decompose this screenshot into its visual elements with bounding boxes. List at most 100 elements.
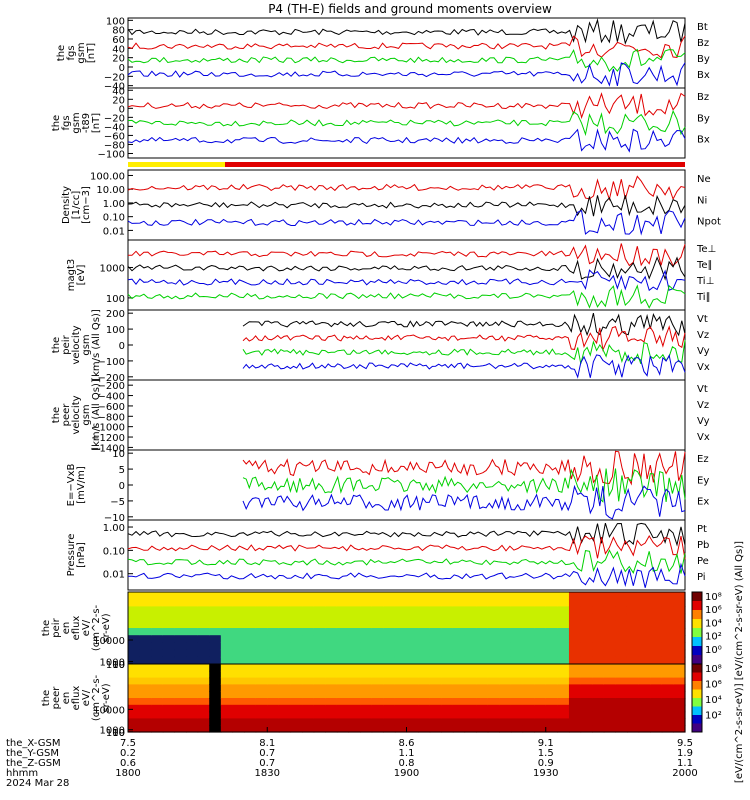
legend-peir_vel-1: Vz: [697, 330, 709, 341]
ylabel-line: sr-eV): [101, 683, 112, 712]
ytick-label: 40: [112, 86, 125, 97]
series-peir_vel-2: [242, 340, 686, 364]
ytick-label: 10: [112, 660, 125, 671]
xaxis-row-label: the_Z-GSM: [6, 758, 61, 769]
ytick-label: 100: [106, 660, 125, 671]
ylabel-line: [cm−3]: [81, 186, 92, 224]
legend-pressure-2: Pe: [697, 556, 709, 567]
ytick-label: 80: [112, 26, 125, 37]
legend-temp-3: Ti∥: [696, 292, 711, 303]
colorbar-tick: 10⁸: [705, 592, 722, 603]
ylabel-line: gsm: [81, 404, 92, 425]
colorbar-tick: 10⁶: [705, 680, 722, 691]
ylabel-line: the: [51, 115, 62, 131]
colorbar-tick: 10⁸: [705, 664, 722, 675]
ytick-label: 1000: [100, 263, 125, 274]
ytick-label: 100: [106, 728, 125, 739]
ylabel-line: sr-eV): [101, 613, 112, 642]
colorbar-tick: 10⁴: [705, 618, 722, 629]
ytick-label: −40: [104, 122, 125, 133]
ytick-label: 0: [119, 341, 125, 352]
xtick-x_gsm: 9.5: [677, 738, 693, 749]
ylabel-fgs_t89: the fgs gsm -t89 [nT]: [51, 112, 102, 133]
ylabel-line: eflux: [71, 686, 82, 711]
ylabel-line: [nT]: [91, 113, 102, 133]
ylabel-line: gsm: [76, 42, 87, 63]
legend-fgs_t89-2: Bx: [697, 135, 710, 146]
mode-bar-fast: [225, 162, 685, 167]
colorbar-tick: 10⁴: [705, 695, 722, 706]
ylabel-line: peer: [51, 686, 62, 710]
xtick-y_gsm: 1.5: [538, 748, 554, 759]
ytick-label: −600: [98, 402, 125, 413]
xaxis-row-label: 2024 Mar 28: [6, 778, 69, 789]
series-fgs_t89-2: [127, 128, 686, 153]
series-peir_vel-1: [242, 325, 686, 352]
ylabel-line: the: [51, 407, 62, 423]
ylabel-line: peer: [61, 403, 72, 427]
legend-efield-0: Ez: [697, 454, 709, 465]
series-temp-2: [127, 269, 686, 292]
xtick-z_gsm: 0.9: [538, 758, 554, 769]
legend-peir_vel-0: Vt: [697, 314, 708, 325]
figure-title: P4 (TH-E) fields and ground moments over…: [268, 2, 552, 16]
ytick-label: 0.01: [103, 226, 125, 237]
xaxis-row-label: hhmm: [6, 768, 38, 779]
ylabel-line: the: [56, 45, 67, 61]
xtick-hhmm_ticks: 1900: [394, 768, 419, 779]
legend-peer_vel-2: Vy: [697, 416, 710, 427]
ytick-label: −1000: [91, 423, 125, 434]
ylabel-line: [nPa]: [76, 542, 87, 568]
ylabel-line: gsm: [81, 334, 92, 355]
ylabel-line: the: [51, 337, 62, 353]
ytick-label: −100: [98, 149, 125, 160]
ytick-label: −80: [104, 140, 125, 151]
ytick-label: 10000: [93, 636, 125, 647]
ytick-label: −100: [98, 357, 125, 368]
legend-peer_vel-1: Vz: [697, 400, 709, 411]
legend-peer_vel-0: Vt: [697, 384, 708, 395]
series-density-0: [127, 175, 686, 202]
xtick-hhmm_ticks: 1930: [533, 768, 558, 779]
colorbar-tick: 10⁶: [705, 605, 722, 616]
legend-pressure-1: Pb: [697, 540, 709, 551]
legend-fgs_t89-0: Bz: [697, 92, 709, 103]
ylabel-line: -t89: [81, 113, 92, 133]
ylabel-line: Pressure: [66, 534, 77, 577]
legend-temp-0: Te⊥: [696, 244, 716, 255]
ytick-label: 100: [106, 16, 125, 27]
ylabel-line: fgs: [66, 45, 77, 60]
ylabel-line: E=−VxB: [66, 464, 77, 507]
ylabel-line: velocity: [71, 325, 82, 364]
legend-peir_vel-3: Vx: [697, 362, 710, 373]
xtick-y_gsm: 1.9: [677, 748, 693, 759]
ytick-label: 0: [119, 63, 125, 74]
ylabel-peir_vel: the peir velocity gsm [km/s (All Qs)]: [51, 309, 102, 381]
ytick-label: −1400: [91, 443, 125, 454]
legend-density-0: Ne: [697, 174, 711, 185]
ylabel-line: magt3: [66, 259, 77, 292]
ylabel-line: [mV/m]: [76, 466, 87, 504]
ytick-label: 100: [106, 325, 125, 336]
ytick-label: 1.00: [103, 199, 125, 210]
panel-temp: 1000 100 magt3 [eV] Te⊥ Te∥ Ti⊥ Ti∥: [66, 239, 716, 311]
series-pressure-3: [128, 562, 686, 588]
ylabel-fgs: the fgs gsm [nT]: [56, 42, 97, 63]
colorbar-0: 10⁸ 10⁶ 10⁴ 10² 10⁰: [691, 591, 722, 665]
ytick-label: 0.10: [103, 213, 125, 224]
series-fgs-1: [127, 35, 686, 59]
colorbar-label: [eV/(cm^2-s-sr-eV)] [eV/(cm^2-s-sr-eV) (…: [734, 541, 745, 783]
ytick-label: 10: [112, 449, 125, 460]
ylabel-line: en: [61, 622, 72, 635]
legend-fgs-2: By: [697, 54, 710, 65]
series-fgs_t89-1: [127, 109, 686, 137]
colorbar-1: 10⁸ 10⁶ 10⁴ 10²: [691, 663, 722, 733]
xtick-y_gsm: 0.7: [259, 748, 275, 759]
ytick-label: 1000: [100, 726, 125, 737]
panel-frame-density: [127, 169, 686, 241]
panel-frame-fgs: [127, 17, 686, 89]
series-density-1: [127, 194, 686, 217]
